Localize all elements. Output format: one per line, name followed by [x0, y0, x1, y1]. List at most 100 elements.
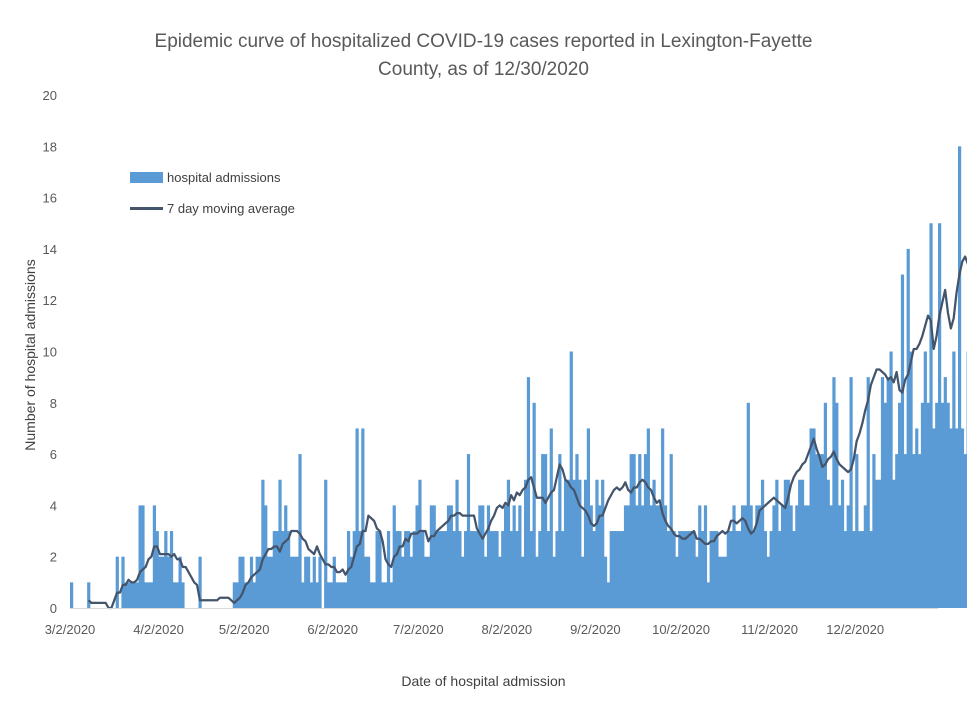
bar: [335, 582, 339, 608]
bar: [895, 454, 899, 608]
bar: [329, 582, 334, 608]
bar: [501, 531, 505, 608]
bar: [358, 531, 362, 608]
bar: [661, 428, 665, 608]
y-tick-label: 4: [50, 498, 57, 513]
bar: [558, 454, 562, 608]
bar: [446, 505, 451, 608]
bar: [658, 505, 662, 608]
bar: [575, 454, 579, 608]
bar: [652, 479, 656, 608]
bar: [892, 479, 896, 608]
bar: [141, 505, 145, 608]
bar: [389, 582, 393, 608]
bar: [349, 556, 354, 608]
bar: [706, 582, 710, 608]
bar: [855, 454, 859, 608]
bar: [829, 505, 833, 608]
bar: [198, 556, 202, 608]
bar: [375, 531, 379, 608]
bar: [504, 505, 508, 608]
bar: [341, 582, 345, 608]
bar: [852, 531, 856, 608]
bar: [449, 505, 453, 608]
bar: [523, 479, 528, 608]
bar: [332, 556, 336, 608]
bar: [181, 582, 185, 608]
bar: [643, 454, 648, 608]
bar: [789, 505, 793, 608]
bar: [421, 531, 425, 608]
bar: [946, 402, 950, 608]
bar: [603, 556, 608, 608]
bar: [778, 531, 782, 608]
bar: [843, 531, 847, 608]
bar: [609, 531, 613, 608]
bar: [735, 531, 739, 608]
bar: [369, 582, 374, 608]
bar: [301, 582, 305, 608]
bar: [352, 531, 356, 608]
bar: [912, 454, 916, 608]
bar: [555, 531, 559, 608]
bar: [641, 505, 645, 608]
bar: [926, 402, 930, 608]
bar: [943, 377, 947, 608]
x-axis-title: Date of hospital admission: [401, 673, 566, 689]
bar: [364, 556, 368, 608]
bar: [823, 402, 827, 608]
bar: [538, 531, 542, 608]
bar: [718, 556, 722, 608]
bar: [695, 556, 699, 608]
bar: [315, 582, 319, 608]
bar: [281, 531, 285, 608]
bar: [472, 531, 476, 608]
bar: [569, 351, 573, 608]
bar: [786, 479, 790, 608]
bar: [415, 505, 419, 608]
x-tick-label: 8/2/2020: [482, 622, 533, 637]
bar: [289, 556, 294, 608]
bar: [466, 454, 471, 608]
bar: [152, 505, 157, 608]
bar: [683, 531, 688, 608]
bar: [175, 582, 179, 608]
bar: [475, 531, 479, 608]
bar: [135, 582, 139, 608]
bar: [740, 505, 745, 608]
bar: [872, 454, 876, 608]
bar: [264, 505, 268, 608]
bar: [115, 556, 119, 608]
bar: [923, 351, 927, 608]
bar: [760, 479, 765, 608]
y-tick-label: 16: [43, 191, 57, 206]
bar: [70, 582, 74, 608]
bar: [612, 531, 616, 608]
bar: [167, 556, 171, 608]
bar: [304, 556, 308, 608]
bar: [920, 402, 925, 608]
bar: [444, 531, 448, 608]
bar: [900, 274, 905, 608]
bar: [526, 377, 531, 608]
x-tick-label: 7/2/2020: [393, 622, 444, 637]
bar: [295, 556, 299, 608]
y-axis-ticks: 0 2 4 6 8 10 12 14 16 18 20: [43, 88, 57, 616]
x-tick-label: 5/2/2020: [219, 622, 270, 637]
bar: [292, 556, 296, 608]
bar: [406, 531, 411, 608]
bar: [418, 479, 422, 608]
bar: [155, 531, 159, 608]
bar: [732, 505, 736, 608]
bar: [758, 505, 762, 608]
legend: hospital admissions 7 day moving average: [130, 166, 295, 228]
bar: [635, 505, 639, 608]
bar: [932, 428, 936, 608]
bar: [255, 556, 259, 608]
y-tick-label: 6: [50, 447, 57, 462]
bar: [344, 582, 348, 608]
bar: [127, 582, 131, 608]
legend-item-bars: hospital admissions: [130, 166, 295, 188]
bar: [435, 531, 439, 608]
